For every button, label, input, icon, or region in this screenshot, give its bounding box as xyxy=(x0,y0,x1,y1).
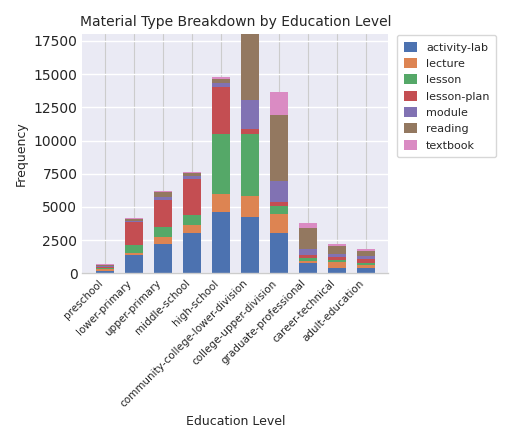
Bar xyxy=(96,267,114,268)
Bar xyxy=(125,221,142,222)
Bar xyxy=(270,115,288,181)
Bar xyxy=(357,264,374,268)
Bar xyxy=(328,260,346,262)
Bar xyxy=(299,255,316,258)
Legend: activity-lab, lecture, lesson, lesson-plan, module, reading, textbook: activity-lab, lecture, lesson, lesson-pl… xyxy=(397,35,496,157)
Bar xyxy=(125,218,142,219)
Bar xyxy=(212,87,229,134)
Bar xyxy=(270,202,288,206)
Y-axis label: Frequency: Frequency xyxy=(15,121,28,186)
Bar xyxy=(241,218,259,273)
Bar xyxy=(270,233,288,273)
Bar xyxy=(357,259,374,263)
Bar xyxy=(183,173,201,176)
Bar xyxy=(241,196,259,218)
Bar xyxy=(125,255,142,273)
Bar xyxy=(212,83,229,87)
Bar xyxy=(328,244,346,246)
Bar xyxy=(183,233,201,273)
Bar xyxy=(154,191,172,192)
Bar xyxy=(154,192,172,197)
Bar xyxy=(270,214,288,233)
Bar xyxy=(125,253,142,255)
Bar xyxy=(125,245,142,253)
Bar xyxy=(96,266,114,267)
Bar xyxy=(328,262,346,268)
Bar xyxy=(357,263,374,264)
Bar xyxy=(270,206,288,214)
Bar xyxy=(154,244,172,273)
Bar xyxy=(154,197,172,200)
Bar xyxy=(299,223,316,228)
Bar xyxy=(96,265,114,266)
Bar xyxy=(241,129,259,134)
Bar xyxy=(270,181,288,202)
Bar xyxy=(183,176,201,179)
Bar xyxy=(241,134,259,196)
X-axis label: Education Level: Education Level xyxy=(186,415,285,428)
Bar xyxy=(357,268,374,273)
Bar xyxy=(241,14,259,100)
Bar xyxy=(299,258,316,260)
Bar xyxy=(241,0,259,14)
Bar xyxy=(183,172,201,173)
Bar xyxy=(328,246,346,254)
Bar xyxy=(154,237,172,244)
Bar xyxy=(125,219,142,221)
Bar xyxy=(212,212,229,273)
Bar xyxy=(328,268,346,273)
Bar xyxy=(154,227,172,237)
Bar xyxy=(125,222,142,245)
Bar xyxy=(96,264,114,265)
Bar xyxy=(183,225,201,233)
Bar xyxy=(212,78,229,79)
Bar xyxy=(328,256,346,260)
Bar xyxy=(241,100,259,129)
Bar xyxy=(328,254,346,256)
Bar xyxy=(96,269,114,271)
Bar xyxy=(299,249,316,255)
Bar xyxy=(299,260,316,263)
Title: Material Type Breakdown by Education Level: Material Type Breakdown by Education Lev… xyxy=(79,15,391,29)
Bar xyxy=(183,179,201,215)
Bar xyxy=(357,249,374,251)
Bar xyxy=(212,194,229,212)
Bar xyxy=(299,228,316,249)
Bar xyxy=(299,263,316,273)
Bar xyxy=(96,271,114,273)
Bar xyxy=(212,79,229,83)
Bar xyxy=(357,256,374,259)
Bar xyxy=(183,215,201,225)
Bar xyxy=(96,268,114,269)
Bar xyxy=(357,251,374,256)
Bar xyxy=(154,200,172,227)
Bar xyxy=(212,134,229,194)
Bar xyxy=(270,92,288,115)
